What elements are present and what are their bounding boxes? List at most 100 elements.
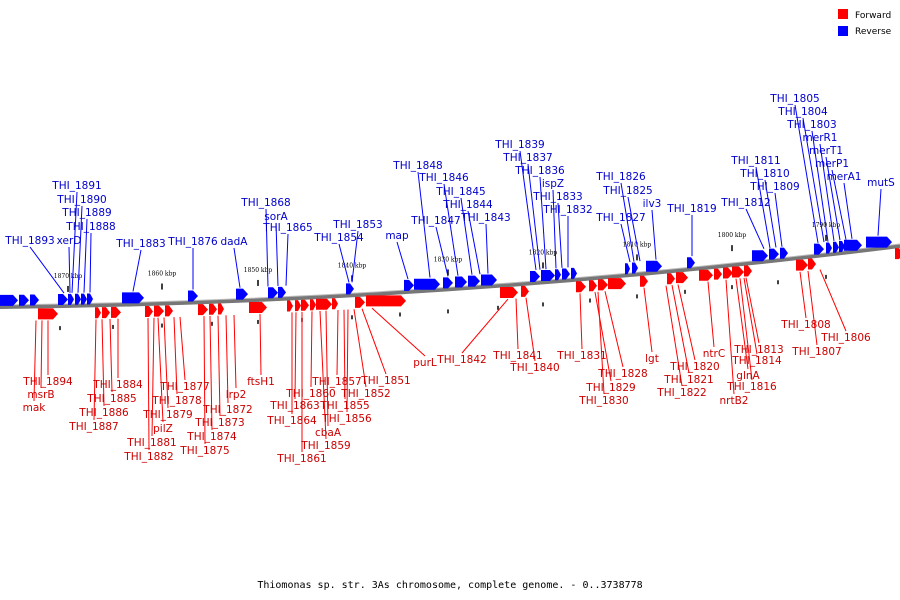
forward-gene-arrow xyxy=(154,305,164,317)
forward-label-leader xyxy=(336,310,339,376)
reverse-gene-arrow xyxy=(833,241,839,253)
reverse-gene-label: THI_1812 xyxy=(720,197,770,209)
forward-label-leader xyxy=(33,320,37,402)
forward-gene-arrow xyxy=(209,303,217,315)
forward-gene-label: THI_1814 xyxy=(731,355,782,367)
forward-label-leader xyxy=(671,285,690,374)
reverse-gene-arrow xyxy=(81,293,87,305)
reverse-gene-label: THI_1826 xyxy=(595,171,646,183)
forward-label-leader xyxy=(743,277,758,355)
reverse-gene-arrow xyxy=(839,241,845,253)
reverse-gene-arrow xyxy=(278,286,286,298)
reverse-gene-arrow xyxy=(632,262,638,274)
forward-label-leader xyxy=(799,271,807,319)
reverse-gene-arrow xyxy=(58,294,68,306)
forward-label-leader xyxy=(294,312,297,400)
reverse-gene-arrow xyxy=(68,293,74,305)
forward-gene-arrow xyxy=(310,299,316,311)
reverse-gene-arrow xyxy=(625,263,630,275)
forward-gene-arrow xyxy=(111,306,121,318)
forward-gene-arrow xyxy=(249,301,267,313)
forward-gene-label: purL xyxy=(413,357,437,369)
reverse-gene-label: THI_1839 xyxy=(494,139,544,151)
forward-gene-label: THI_1877 xyxy=(159,381,209,393)
forward-gene-arrow xyxy=(640,275,648,287)
forward-gene-label: nrtB2 xyxy=(720,395,749,407)
forward-gene-arrow xyxy=(723,267,733,279)
reverse-gene-label: THI_1846 xyxy=(418,172,469,184)
reverse-label-leader xyxy=(755,166,771,249)
forward-gene-label: THI_1857 xyxy=(311,376,361,388)
forward-label-leader xyxy=(93,319,97,421)
forward-gene-arrow xyxy=(796,259,808,271)
chromosome-backbone xyxy=(0,244,900,309)
forward-gene-arrow xyxy=(287,300,293,312)
scale-label: 1820 kbp xyxy=(529,249,558,256)
forward-label-leader xyxy=(203,316,206,445)
reverse-label-leader xyxy=(460,197,473,275)
reverse-gene-label: THI_1843 xyxy=(460,212,510,224)
forward-gene-arrow xyxy=(500,287,518,299)
reverse-gene-label: THI_1833 xyxy=(532,191,582,203)
forward-gene-arrow xyxy=(332,298,338,310)
reverse-gene-arrow xyxy=(404,279,414,291)
forward-label-leader xyxy=(173,317,178,395)
forward-gene-arrow xyxy=(95,307,101,319)
forward-gene-label: THI_1872 xyxy=(202,404,252,416)
reverse-label-leader xyxy=(651,209,657,260)
forward-gene-label: glnA xyxy=(736,370,760,382)
reverse-gene-label: THI_1810 xyxy=(739,168,789,180)
forward-gene-arrow xyxy=(589,280,597,292)
reverse-gene-arrow xyxy=(122,292,144,304)
reverse-gene-arrow xyxy=(268,287,278,299)
forward-label-leader xyxy=(665,285,683,387)
forward-gene-label: THI_1855 xyxy=(319,400,369,412)
reverse-label-leader xyxy=(265,208,269,287)
reverse-label-leader xyxy=(443,183,459,276)
forward-label-leader xyxy=(343,309,346,400)
reverse-label-leader xyxy=(275,222,279,287)
reverse-gene-label: THI_1837 xyxy=(502,152,552,164)
forward-label-leader xyxy=(745,277,760,344)
forward-gene-label: ftsH1 xyxy=(247,376,275,388)
forward-gene-label: THI_1821 xyxy=(663,374,713,386)
gene-arrows xyxy=(0,236,900,320)
reverse-label-leader xyxy=(417,171,431,278)
reverse-label-leader xyxy=(877,188,882,236)
forward-gene-label: THI_1886 xyxy=(78,407,129,419)
forward-gene-label: lgt xyxy=(645,353,659,365)
reverse-gene-arrow xyxy=(443,277,453,289)
forward-label-leader xyxy=(353,309,367,388)
forward-gene-label: THI_1808 xyxy=(780,319,830,331)
forward-gene-label: THI_1851 xyxy=(360,375,410,387)
reverse-gene-arrow xyxy=(236,288,248,300)
reverse-gene-label: THI_1819 xyxy=(666,203,716,215)
forward-label-leader xyxy=(525,297,536,362)
forward-gene-label: THI_1861 xyxy=(276,453,326,465)
forward-label-leader xyxy=(157,317,164,423)
forward-label-leader xyxy=(209,315,213,431)
reverse-gene-arrow xyxy=(530,271,540,283)
scale-label: 1860 kbp xyxy=(148,271,177,278)
forward-gene-arrow xyxy=(38,308,58,320)
reverse-gene-label: THI_1836 xyxy=(514,165,565,177)
reverse-gene-label: merA1 xyxy=(827,171,862,183)
reverse-gene-label: THI_1809 xyxy=(749,181,799,193)
reverse-gene-label: mutS xyxy=(867,177,895,189)
forward-label-leader xyxy=(40,320,43,389)
reverse-gene-arrow xyxy=(75,293,81,305)
reverse-gene-label: THI_1891 xyxy=(51,180,101,192)
reverse-gene-label: THI_1883 xyxy=(115,238,165,250)
forward-gene-arrow xyxy=(102,307,110,319)
reverse-gene-label: THI_1854 xyxy=(313,232,364,244)
reverse-gene-label: THI_1865 xyxy=(262,222,312,234)
forward-label-leader xyxy=(371,307,426,357)
reverse-gene-label: THI_1825 xyxy=(602,185,652,197)
reverse-label-leader xyxy=(745,208,765,249)
forward-gene-label: THI_1882 xyxy=(123,451,173,463)
reverse-label-leader xyxy=(396,241,409,280)
reverse-label-leader xyxy=(627,196,641,262)
reverse-label-leader xyxy=(774,192,783,247)
legend-forward-swatch xyxy=(838,9,848,19)
forward-gene-arrow xyxy=(608,278,626,290)
